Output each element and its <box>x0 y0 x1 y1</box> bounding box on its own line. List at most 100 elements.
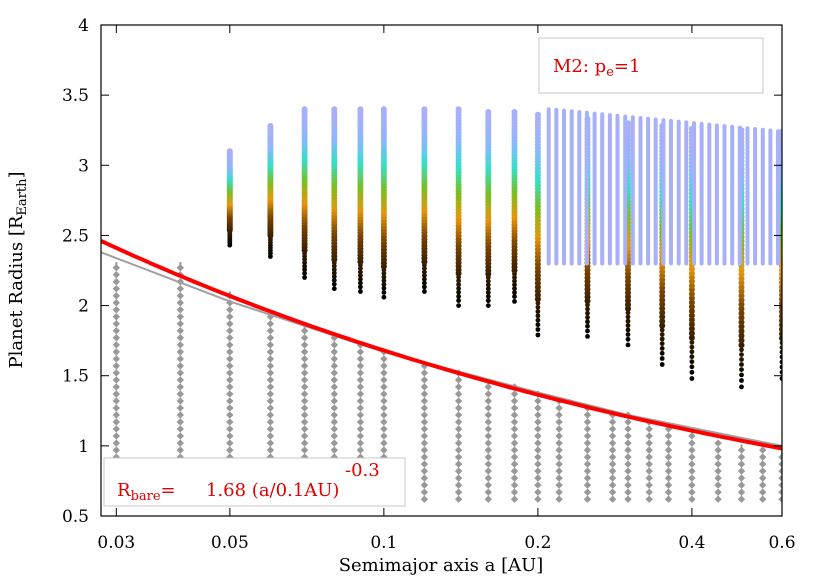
legend-model-text: M2: pe=1 <box>553 56 640 80</box>
bare-point <box>664 467 673 475</box>
bare-point <box>484 397 492 405</box>
envelope-point <box>739 357 744 362</box>
envelope-point <box>688 266 695 273</box>
bare-point <box>226 341 234 349</box>
bare-point <box>454 390 463 398</box>
bare-point <box>624 460 632 468</box>
envelope-point <box>381 274 387 280</box>
bare-point <box>608 453 617 461</box>
bare-point <box>555 439 563 447</box>
bare-point <box>266 432 275 440</box>
bare-point <box>420 376 429 384</box>
x-tick-label: 0.05 <box>211 533 249 553</box>
bare-point <box>664 481 673 489</box>
legend-fit-box <box>103 457 406 507</box>
bare-point <box>583 467 592 475</box>
envelope-point <box>381 278 387 284</box>
bare-point <box>484 453 492 461</box>
bare-point <box>454 481 463 489</box>
bare-point <box>664 432 673 440</box>
envelope-point <box>739 378 744 383</box>
bare-point <box>664 460 673 468</box>
envelope-point <box>585 334 590 339</box>
lines-group <box>101 239 782 451</box>
bare-point <box>484 481 492 489</box>
bare-point <box>330 369 338 377</box>
y-tick-label: 4 <box>78 16 89 36</box>
envelope-point <box>535 309 541 314</box>
envelope-point <box>535 327 541 332</box>
envelope-point <box>511 109 518 115</box>
envelope-point <box>659 350 665 356</box>
bare-point <box>420 453 429 461</box>
envelope-point <box>659 293 666 299</box>
bare-point <box>583 474 592 482</box>
bare-point <box>664 439 673 447</box>
bare-point <box>176 369 184 377</box>
bare-point <box>300 404 309 412</box>
envelope-point <box>739 347 744 353</box>
envelope-point <box>267 123 274 129</box>
envelope-point <box>358 273 363 278</box>
bare-point <box>645 481 653 489</box>
bare-point <box>454 439 463 447</box>
y-tick-label: 1.5 <box>62 367 89 387</box>
bare-point <box>688 467 696 475</box>
bare-point <box>300 355 309 363</box>
envelope-point <box>659 336 665 342</box>
envelope-point <box>585 306 590 312</box>
bare-point <box>330 446 338 454</box>
bare-point <box>454 383 463 391</box>
bare-point <box>759 495 767 503</box>
bare-point <box>356 439 365 447</box>
envelope-point <box>689 369 695 375</box>
bare-point <box>356 425 365 433</box>
bare-point <box>420 488 429 496</box>
bare-point <box>555 446 563 454</box>
y-tick-label: 2.5 <box>62 226 89 246</box>
envelope-point <box>535 317 541 323</box>
bare-point <box>266 355 275 363</box>
bare-point <box>226 362 234 370</box>
bare-point <box>300 439 309 447</box>
bare-point <box>356 376 365 384</box>
envelope-point <box>688 278 695 285</box>
bare-point <box>534 397 542 405</box>
bare-point <box>583 411 592 419</box>
x-tick-label: 0.1 <box>370 533 397 553</box>
bare-point <box>608 460 617 468</box>
bare-point <box>266 439 275 447</box>
bare-point <box>356 348 365 356</box>
bare-point <box>226 369 234 377</box>
envelope-point <box>456 289 461 295</box>
bare-point <box>555 495 563 503</box>
envelope-point <box>301 106 308 113</box>
envelope-point <box>331 274 337 279</box>
bare-point <box>380 446 388 454</box>
bare-point <box>759 453 767 461</box>
envelope-point <box>381 290 387 295</box>
bare-point <box>688 446 696 454</box>
bare-point <box>330 376 338 384</box>
bare-point <box>226 411 234 419</box>
envelope-point <box>625 323 631 328</box>
bare-point <box>624 418 632 426</box>
bare-point <box>583 446 592 454</box>
envelope-point <box>738 284 745 291</box>
bare-point <box>380 383 388 391</box>
bare-point <box>778 460 782 468</box>
envelope-point <box>331 277 337 283</box>
bare-point <box>330 383 338 391</box>
bare-point <box>624 439 632 447</box>
bare-point <box>534 432 542 440</box>
bare-point <box>737 460 746 468</box>
bare-point <box>266 369 275 377</box>
bare-point <box>645 467 653 475</box>
bare-point <box>226 432 234 440</box>
bare-point <box>737 446 746 454</box>
bare-point <box>226 439 234 447</box>
bare-point <box>484 425 492 433</box>
bare-point <box>300 327 309 335</box>
bare-point <box>608 467 617 475</box>
envelope-point <box>381 294 387 300</box>
